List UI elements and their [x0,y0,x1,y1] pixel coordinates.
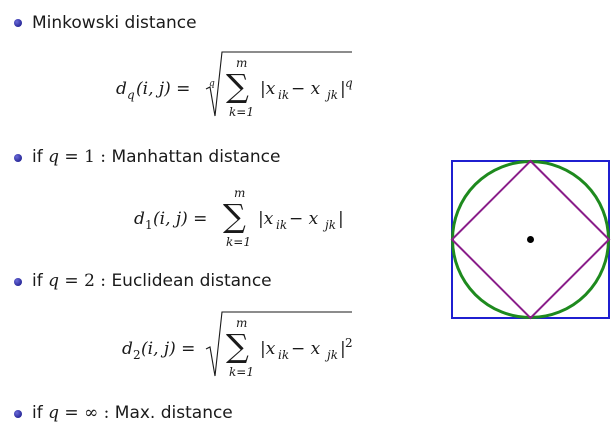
bullet-dot [14,278,22,286]
center-point [527,236,534,243]
manhattan-heading: if q = 1 : Manhattan distance [32,149,280,166]
term-sub2: jk [322,218,336,232]
minkowski-formula: d q (i, j) = q m ∑ k=1 |x ik − x jk | q [116,51,353,119]
term-power: 2 [345,336,353,350]
item-eq: = 2 : [64,271,107,291]
manhattan-diamond [450,159,611,320]
item-text: Euclidean distance [111,271,272,291]
minkowski-heading: Minkowski distance [32,15,197,32]
term-sub1: ik [276,218,287,232]
sum-sigma: ∑ [226,67,249,105]
term-sub2: jk [324,348,338,362]
euclidean-formula: d 2 (i, j) = m ∑ k=1 |x ik − x jk | 2 [122,311,353,379]
term-minus: − x [291,339,321,359]
lhs-sub: q [127,88,135,102]
item-eq: = ∞ : [64,403,110,423]
unit-ball-figure [450,159,611,320]
term-sub1: ik [278,88,289,102]
sum-top: m [236,316,247,330]
item-prefix: if [32,147,43,167]
sum-bottom: k=1 [229,105,254,119]
item-var: q [48,147,60,167]
radical-sign [205,311,352,377]
term-close: | [340,339,346,359]
sum-top: m [234,186,245,200]
euclidean-heading: if q = 2 : Euclidean distance [32,273,272,290]
term-body: |x [260,79,276,99]
manhattan-formula: d 1 (i, j) = m ∑ k=1 |x ik − x jk | [134,186,344,249]
sum-top: m [236,56,247,70]
lhs-sub: 1 [145,218,153,232]
item-eq: = 1 : [64,147,107,167]
term-body: |x [258,209,274,229]
lhs-args: (i, j) = [141,339,195,359]
lhs-fn: d [116,79,127,99]
bullet-dot [14,410,22,418]
term-close: | [338,209,344,229]
item-text: Max. distance [114,403,233,423]
term-sub2: jk [324,88,338,102]
lhs-args: (i, j) = [153,209,207,229]
term-close: | [340,79,346,99]
term-minus: − x [291,79,321,99]
term-body: |x [260,339,276,359]
max-distance-heading: if q = ∞ : Max. distance [32,405,233,422]
lhs-args: (i, j) = [136,79,190,99]
radical-sign [205,51,352,117]
item-var: q [48,271,60,291]
sum-sigma: ∑ [226,327,249,365]
lhs-sub: 2 [133,348,141,362]
item-prefix: if [32,403,43,423]
sum-sigma: ∑ [223,197,246,235]
lhs-fn: d [134,209,145,229]
term-power: q [345,76,353,90]
item-prefix: if [32,271,43,291]
item-var: q [48,403,60,423]
term-sub1: ik [278,348,289,362]
sum-bottom: k=1 [226,235,251,249]
bullet-dot [14,154,22,162]
bullet-dot [14,19,22,27]
root-index: q [209,79,215,89]
item-text: Manhattan distance [111,147,281,167]
sum-bottom: k=1 [229,365,254,379]
item-text: Minkowski distance [32,13,197,33]
lhs-fn: d [122,339,133,359]
term-minus: − x [289,209,319,229]
